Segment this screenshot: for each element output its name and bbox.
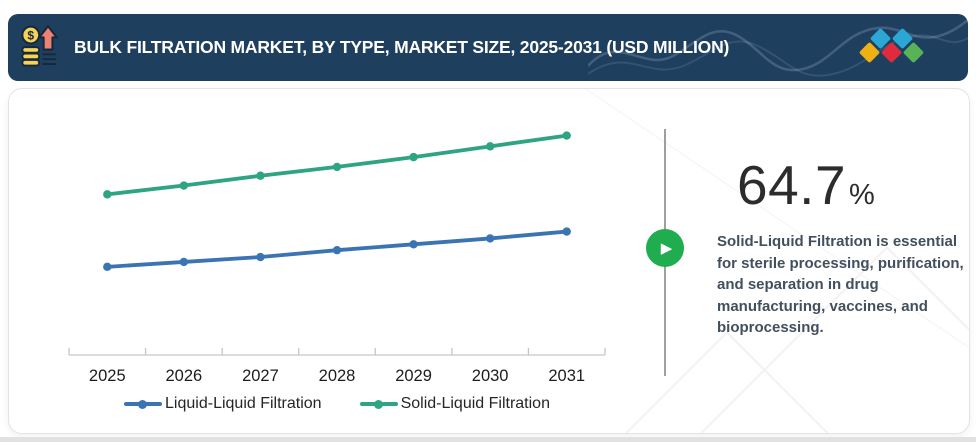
chart-legend: Liquid-Liquid Filtration Solid-Liquid Fi… [31,395,643,413]
stat-value: 64.7 [737,154,847,216]
legend-label-liquid-liquid: Liquid-Liquid Filtration [165,395,322,412]
header-decoration [588,14,968,81]
legend-item-liquid-liquid: Liquid-Liquid Filtration [124,395,322,413]
stat-unit: % [849,179,875,211]
wave-lines-decoration [588,19,968,77]
content-card: 2025 2026 2027 2028 2029 2030 2031 Liquid-Liqu… [8,88,970,434]
svg-text:$: $ [27,28,34,42]
legend-marker-liquid-liquid-icon [124,399,163,409]
svg-text:2028: 2028 [319,367,356,385]
page-title: BULK FILTRATION MARKET, BY TYPE, MARKET … [74,37,730,57]
svg-text:2026: 2026 [165,367,202,385]
svg-text:2031: 2031 [548,367,585,385]
stat-figure: 64.7% [737,153,969,217]
insight-panel: 64.7% Solid-Liquid Filtration is essenti… [717,153,969,339]
legend-marker-solid-liquid-icon [359,399,398,409]
svg-text:2027: 2027 [242,367,279,385]
legend-item-solid-liquid: Solid-Liquid Filtration [359,395,550,413]
svg-text:2025: 2025 [89,367,126,385]
svg-text:2030: 2030 [472,367,509,385]
insight-description: Solid-Liquid Filtration is essential for… [717,233,964,337]
play-icon: ▶ [660,239,673,257]
report-header: $ BULK FILTRATION MARKET, BY TYPE, MARKE… [8,14,968,81]
legend-label-solid-liquid: Solid-Liquid Filtration [400,395,550,412]
svg-text:2029: 2029 [395,367,432,385]
chart-panel: 2025 2026 2027 2028 2029 2030 2031 Liquid-Liqu… [31,93,643,431]
money-growth-icon: $ [19,23,61,73]
bottom-strip [0,437,976,442]
play-button[interactable]: ▶ [646,229,684,267]
line-chart: 2025 2026 2027 2028 2029 2030 2031 [68,131,606,385]
